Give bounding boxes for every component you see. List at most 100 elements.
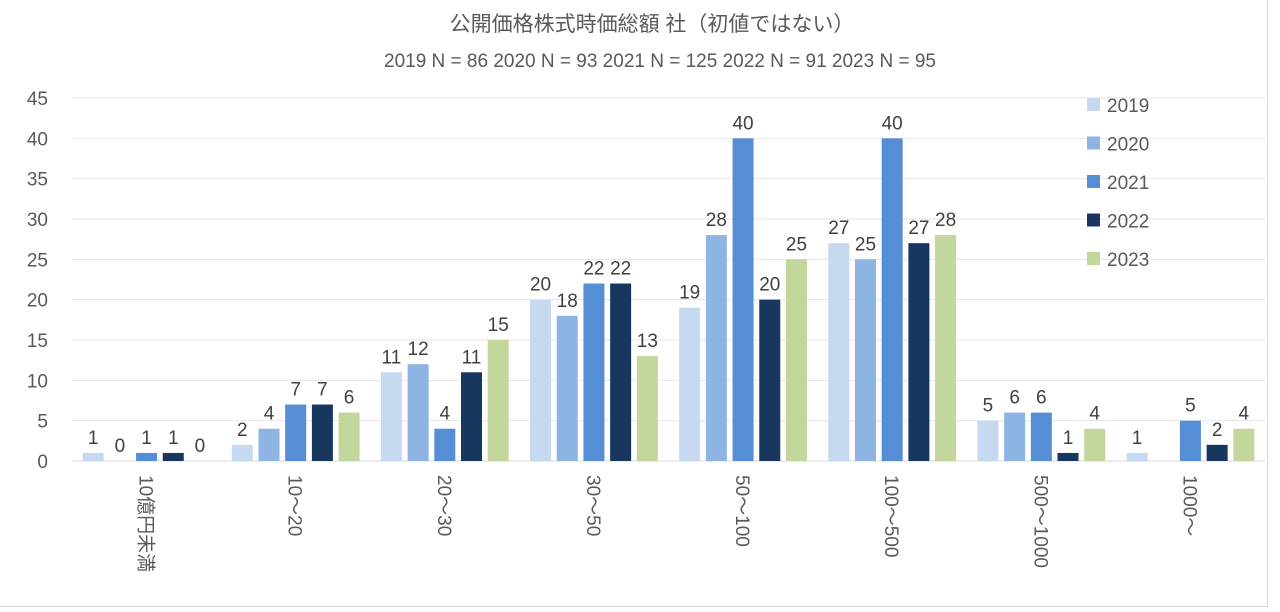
data-label: 6 [344, 388, 355, 409]
bar-2021 [1179, 420, 1201, 461]
data-label: 15 [488, 315, 509, 336]
data-label: 4 [440, 404, 451, 425]
data-label: 4 [1239, 404, 1250, 425]
data-label: 19 [679, 283, 700, 304]
data-label: 1 [1132, 428, 1143, 449]
data-label: 40 [882, 113, 903, 134]
bar-2021 [434, 428, 456, 461]
bar-2023 [1233, 428, 1255, 461]
x-tick-label: 1000〜 [1178, 475, 1199, 536]
x-tick-label: 30〜50 [582, 475, 603, 536]
bar-2022 [759, 299, 781, 461]
y-tick-label: 20 [27, 291, 48, 312]
data-label: 27 [828, 218, 849, 239]
data-label: 7 [317, 380, 328, 401]
data-label: 11 [462, 347, 482, 368]
legend-label-2021: 2021 [1107, 173, 1149, 194]
bar-2022 [1206, 444, 1228, 461]
legend-label-2019: 2019 [1107, 96, 1149, 117]
data-label: 6 [1009, 388, 1020, 409]
data-label: 7 [290, 380, 301, 401]
data-label: 5 [1185, 396, 1196, 417]
data-label: 18 [557, 291, 578, 312]
data-label: 12 [408, 339, 429, 360]
data-label: 11 [382, 347, 402, 368]
data-label: 13 [637, 331, 658, 352]
bar-2019 [1126, 452, 1148, 461]
bar-2021 [1030, 412, 1052, 461]
legend-swatch-2022 [1087, 213, 1100, 227]
legend-label-2023: 2023 [1107, 250, 1149, 271]
bar-2022 [162, 452, 184, 461]
data-label: 4 [264, 404, 275, 425]
legend-label-2022: 2022 [1107, 212, 1149, 233]
x-axis-labels: 10億円未満 10〜20 20〜30 30〜50 50〜100 100〜500 500〜10… [135, 475, 1200, 572]
data-label: 2 [1212, 420, 1223, 441]
x-tick-label: 10〜20 [284, 475, 305, 536]
bar-2019 [828, 243, 850, 461]
legend-swatch-2019 [1087, 98, 1100, 111]
bar-2019 [530, 299, 552, 461]
bar-2023 [338, 412, 360, 461]
data-label: 0 [115, 436, 126, 457]
y-tick-label: 10 [27, 371, 48, 392]
data-label: 40 [732, 113, 753, 134]
bar-2020 [258, 428, 280, 461]
y-tick-label: 45 [27, 89, 48, 110]
gridlines [72, 97, 1265, 462]
data-label: 25 [786, 234, 807, 255]
data-label: 6 [1036, 388, 1047, 409]
bar-2023 [785, 259, 807, 461]
bar-2019 [380, 372, 402, 461]
bar-2019 [977, 420, 999, 461]
y-tick-label: 0 [37, 452, 48, 473]
legend-swatch-2021 [1087, 175, 1100, 188]
bar-2022 [461, 372, 483, 461]
data-label: 5 [983, 396, 994, 417]
x-tick-label: 20〜30 [433, 475, 454, 536]
data-label: 22 [610, 259, 631, 280]
data-label: 1 [88, 428, 99, 449]
y-tick-label: 35 [27, 170, 48, 191]
bar-2019 [82, 452, 104, 461]
data-label: 20 [530, 275, 551, 296]
y-tick-label: 15 [27, 331, 48, 352]
y-tick-label: 25 [27, 250, 48, 271]
data-label: 22 [583, 259, 604, 280]
bar-2019 [231, 444, 253, 461]
data-label: 28 [935, 210, 956, 231]
bars [82, 138, 1255, 462]
data-label: 2 [237, 420, 248, 441]
x-tick-label: 10億円未満 [135, 475, 157, 572]
data-label: 4 [1089, 404, 1100, 425]
bar-2019 [679, 307, 701, 461]
bar-2020 [854, 259, 876, 461]
bar-2021 [881, 138, 903, 462]
legend-swatch-2020 [1087, 136, 1100, 150]
data-label: 20 [759, 275, 780, 296]
chart-title: 公開価格株式時価総額 社（初値ではない） [450, 13, 855, 36]
data-label: 0 [195, 436, 206, 457]
bar-2022 [1057, 452, 1079, 461]
data-label: 1 [168, 428, 179, 449]
bar-2022 [908, 243, 930, 461]
legend-label-2020: 2020 [1107, 135, 1149, 156]
bar-2021 [285, 404, 307, 461]
x-tick-label: 100〜500 [880, 475, 901, 557]
bar-2022 [610, 283, 632, 461]
bar-2020 [705, 235, 727, 461]
y-tick-label: 30 [27, 210, 48, 231]
bar-2020 [407, 364, 429, 461]
bar-2021 [136, 452, 158, 461]
data-label: 25 [855, 234, 876, 255]
bar-2023 [1084, 428, 1106, 461]
bar-2023 [636, 356, 658, 461]
legend-swatch-2023 [1087, 252, 1100, 265]
data-label: 27 [908, 218, 929, 239]
bar-2023 [487, 340, 509, 461]
data-label: 1 [1063, 428, 1074, 449]
bar-2021 [732, 138, 754, 462]
